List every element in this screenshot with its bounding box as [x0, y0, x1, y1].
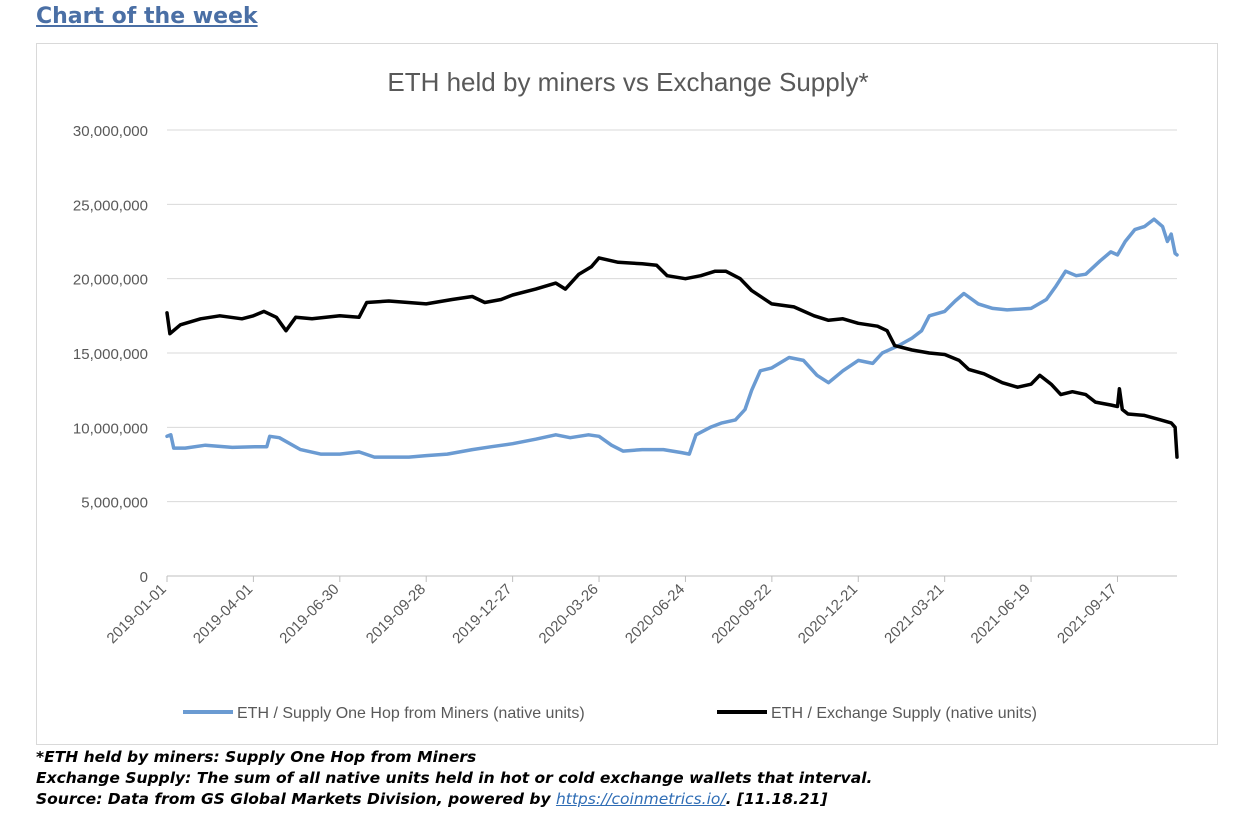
chart-frame: ETH held by miners vs Exchange Supply* 0 5… — [36, 43, 1218, 745]
y-tick-label-2: 10,000,000 — [73, 420, 148, 437]
x-tick-label-3: 2019-09-28 — [363, 581, 429, 647]
footnote: *ETH held by miners: Supply One Hop from… — [36, 747, 1236, 810]
x-tick-label-2: 2019-06-30 — [276, 581, 342, 647]
x-tick-label-10: 2021-06-19 — [968, 581, 1034, 647]
y-tick-label-4: 20,000,000 — [73, 272, 148, 289]
source-prefix: Source: Data from GS Global Markets Divi… — [36, 790, 556, 808]
x-tick-label-5: 2020-03-26 — [536, 581, 602, 647]
y-tick-label-3: 15,000,000 — [73, 346, 148, 363]
chart-svg: ETH held by miners vs Exchange Supply* 0 5… — [73, 67, 1179, 722]
x-tick-label-0: 2019-01-01 — [104, 581, 170, 647]
series-line-0 — [165, 217, 1179, 459]
x-tick-label-1: 2019-04-01 — [190, 581, 256, 647]
legend-label-0: ETH / Supply One Hop from Miners (native… — [237, 705, 585, 722]
legend-label-1: ETH / Exchange Supply (native units) — [771, 705, 1037, 722]
x-tick-label-11: 2021-09-17 — [1054, 581, 1120, 647]
chart-of-the-week-link[interactable]: Chart of the week — [36, 4, 258, 29]
y-tick-label-1: 5,000,000 — [81, 495, 148, 512]
x-tick-label-9: 2021-03-21 — [881, 581, 947, 647]
chart-title: ETH held by miners vs Exchange Supply* — [387, 67, 868, 97]
x-tick-label-8: 2020-12-21 — [795, 581, 861, 647]
x-tick-label-4: 2019-12-27 — [449, 581, 515, 647]
y-tick-label-6: 30,000,000 — [73, 123, 148, 140]
footnote-line-source: Source: Data from GS Global Markets Divi… — [36, 789, 1236, 810]
footnote-line-miners: *ETH held by miners: Supply One Hop from… — [36, 748, 477, 766]
footnote-line-exchange: Exchange Supply: The sum of all native u… — [36, 769, 873, 787]
series-line-1 — [165, 256, 1179, 459]
x-tick-label-6: 2020-06-24 — [622, 581, 688, 647]
y-tick-label-0: 0 — [140, 569, 148, 586]
coinmetrics-link[interactable]: https://coinmetrics.io/ — [555, 790, 726, 808]
source-suffix: . [11.18.21] — [725, 790, 828, 808]
y-tick-label-5: 25,000,000 — [73, 197, 148, 214]
x-tick-label-7: 2020-09-22 — [708, 581, 774, 647]
